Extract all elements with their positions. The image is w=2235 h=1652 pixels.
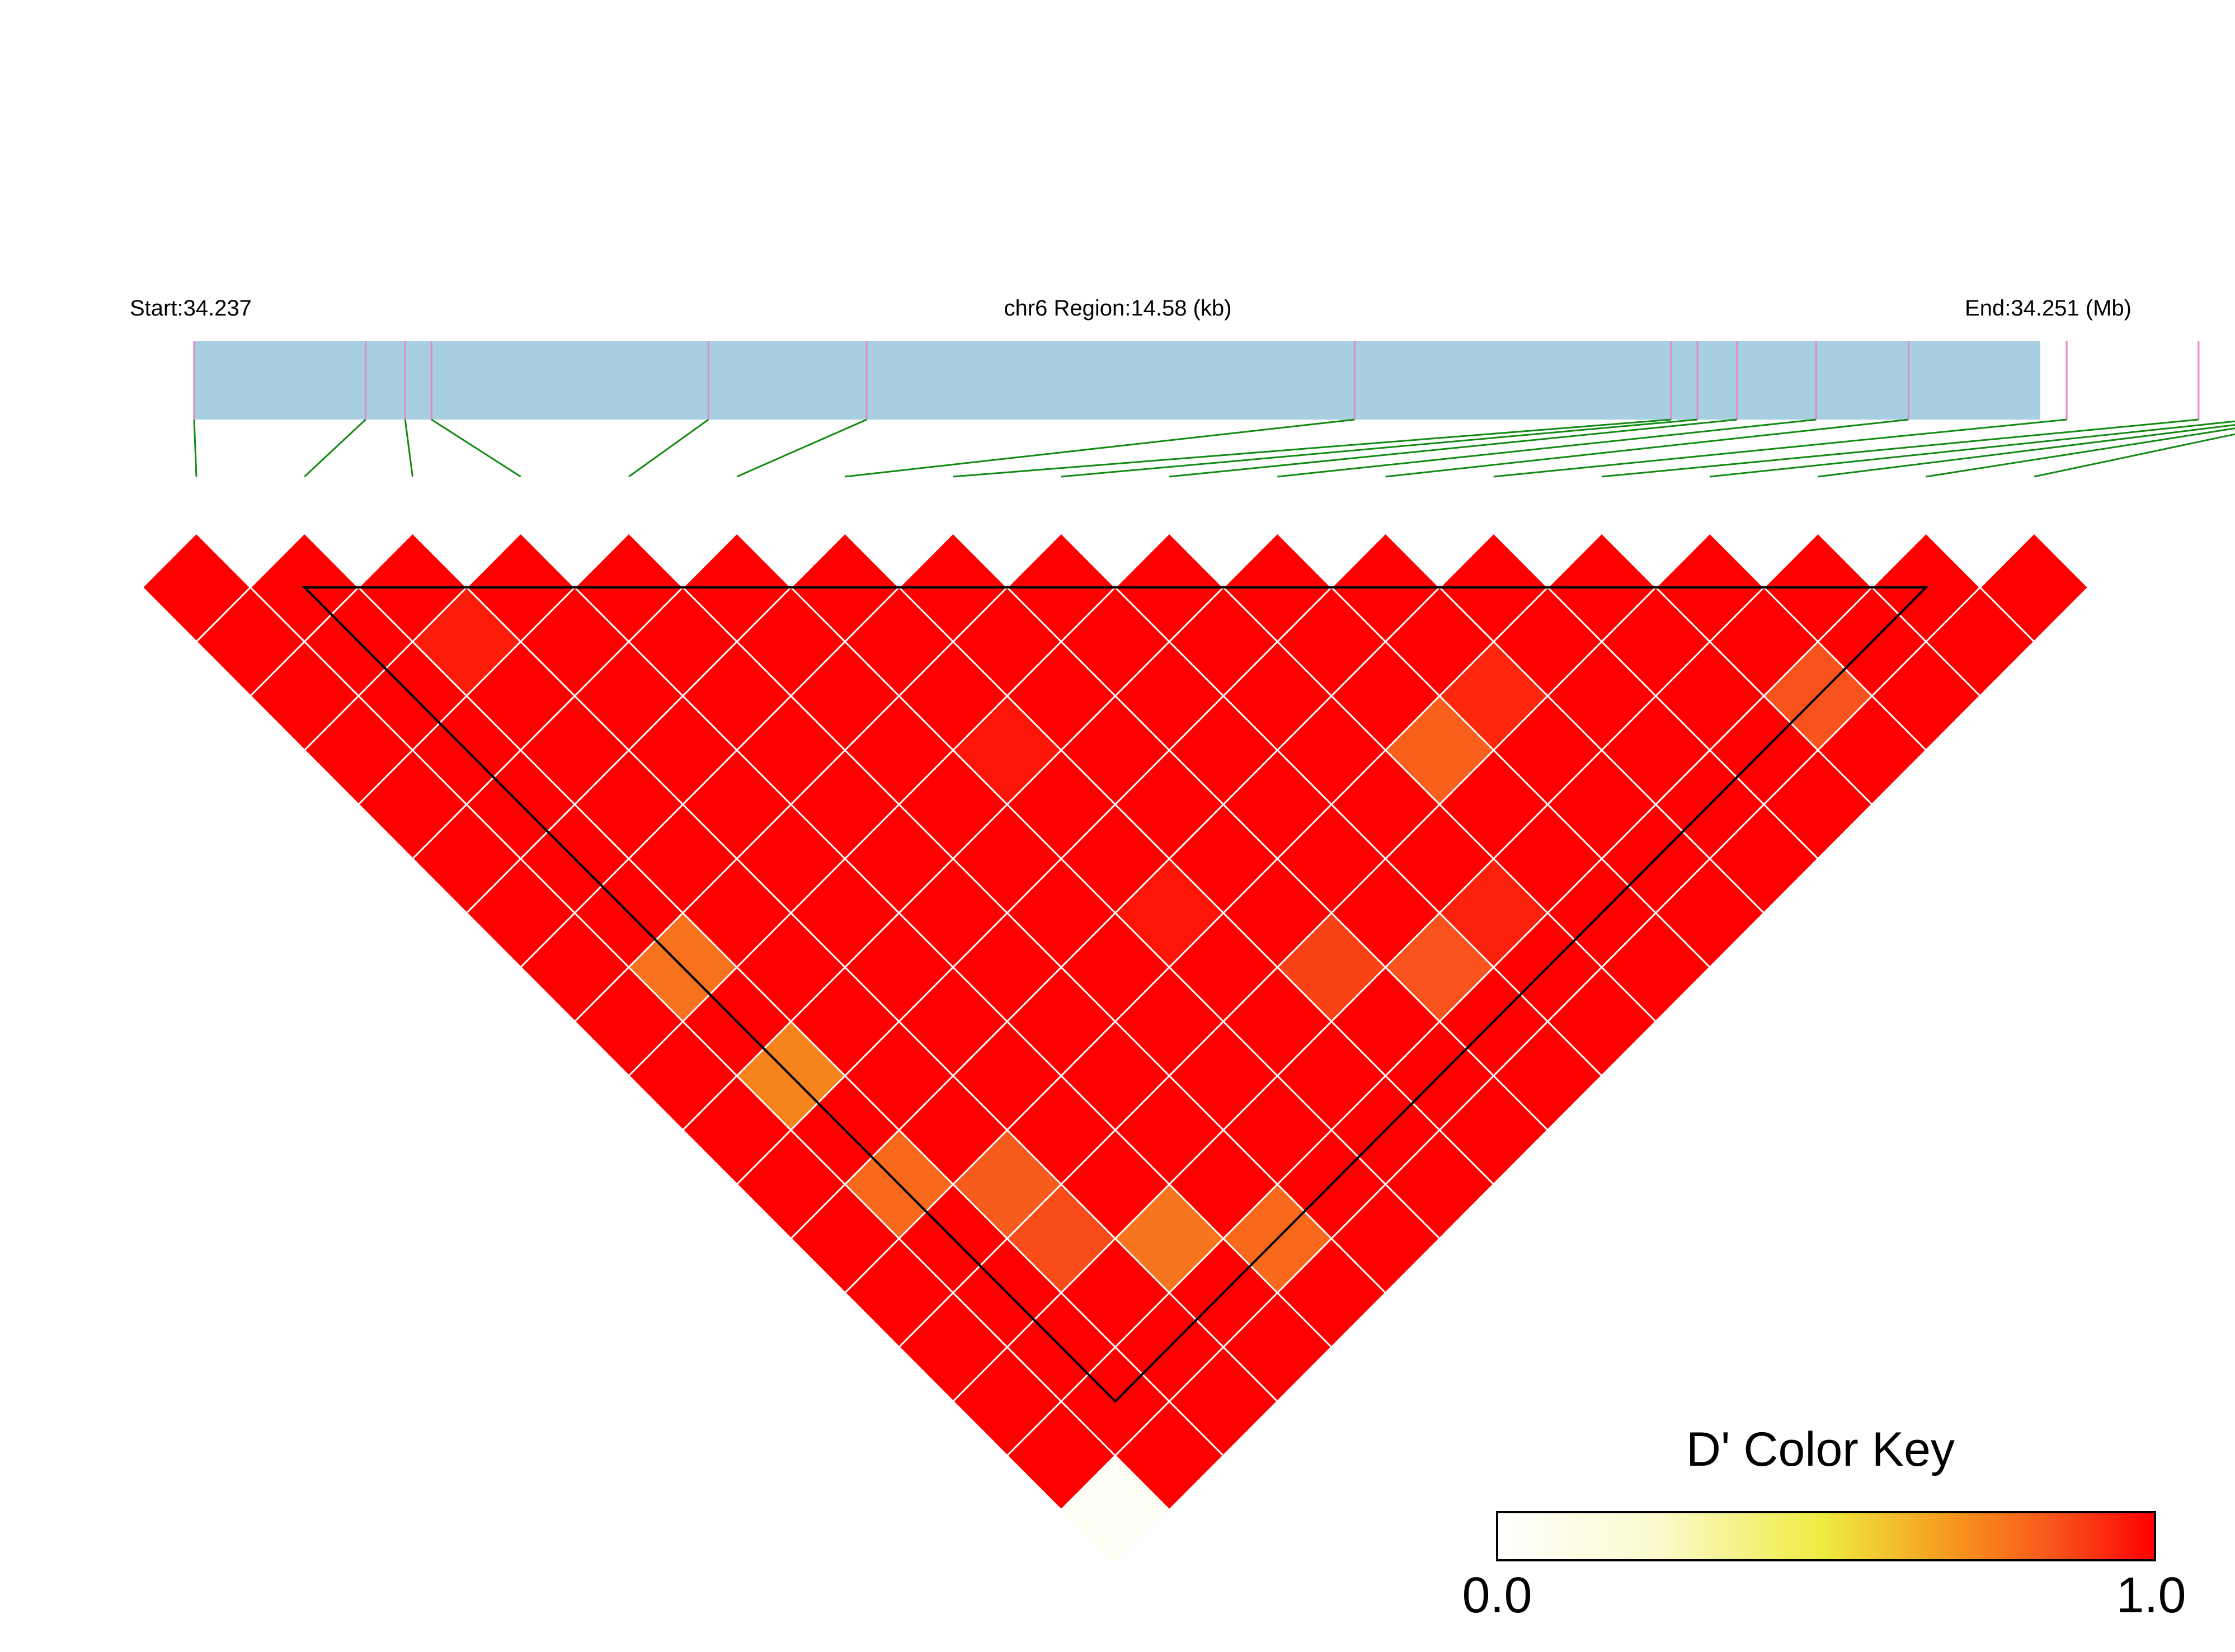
snp-connector xyxy=(193,419,197,477)
snp-connector xyxy=(1169,418,1738,478)
color-key-bar xyxy=(1496,1511,2156,1561)
region-track xyxy=(194,341,2040,420)
region-title: chr6 Region:14.58 (kb) xyxy=(1004,296,1232,321)
snp-connector xyxy=(1385,418,1909,478)
snp-connector xyxy=(431,418,521,478)
snp-connector xyxy=(736,418,867,478)
snp-connector xyxy=(628,418,709,478)
ld-block-outline-group xyxy=(302,586,1929,1403)
snp-connector xyxy=(953,418,1672,478)
color-key-min-label: 0.0 xyxy=(1462,1568,1532,1623)
snp-connector xyxy=(1926,427,2235,478)
snp-connector xyxy=(1601,418,2199,478)
snp-connector xyxy=(845,418,1355,478)
snp-connector xyxy=(404,419,413,477)
snp-connector xyxy=(1061,418,1698,478)
color-key-title: D' Color Key xyxy=(1686,1423,1955,1476)
snp-connector xyxy=(2034,433,2235,478)
ld-block-outline xyxy=(302,586,1929,1403)
ld-cell-group xyxy=(141,531,2090,1566)
snp-connector xyxy=(1493,418,2067,478)
snp-connector-group xyxy=(193,418,2235,478)
snp-connector xyxy=(1818,423,2235,478)
region-end-label: End:34.251 (Mb) xyxy=(1965,296,2132,321)
ld-cell xyxy=(1979,531,2090,643)
snp-connector xyxy=(304,418,366,478)
region-start-label: Start:34.237 xyxy=(130,296,252,321)
snp-tick-group xyxy=(193,341,2200,420)
color-key-max-label: 1.0 xyxy=(2116,1568,2186,1623)
snp-connector xyxy=(1710,420,2235,478)
snp-connector xyxy=(1277,418,1817,478)
